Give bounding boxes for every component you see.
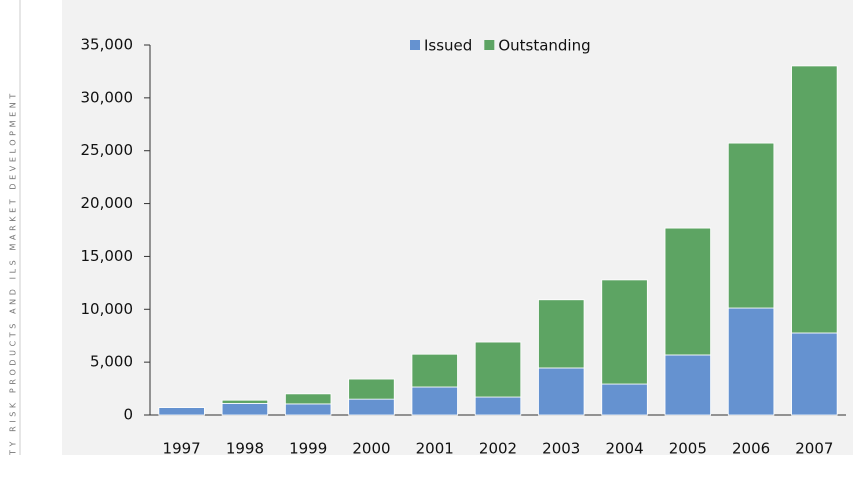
bar-segment — [221, 402, 269, 416]
bar-segment — [474, 396, 522, 416]
bar-segment — [221, 399, 269, 404]
bar-segment — [411, 386, 458, 416]
bar-segment — [348, 378, 395, 400]
bar-segment — [411, 353, 458, 388]
bar-segment — [538, 367, 585, 416]
x-tick-label: 2003 — [542, 440, 580, 458]
legend-swatch — [484, 40, 495, 50]
bar-segment — [791, 65, 838, 334]
bar-segment — [348, 398, 395, 416]
x-tick-label: 2005 — [669, 440, 707, 458]
bar-segment — [664, 227, 711, 356]
bar-segment — [285, 403, 332, 416]
y-tick-label: 10,000 — [81, 300, 134, 318]
y-tick-label: 0 — [123, 406, 133, 424]
bar-segment — [474, 341, 522, 398]
x-tick-label: 2004 — [605, 440, 643, 458]
y-tick-label: 5,000 — [90, 353, 133, 371]
bar-segment — [601, 279, 648, 385]
bar-segment — [158, 407, 205, 416]
sidebar-text: TY RISK PRODUCTS AND ILS MARKET DEVELOPM… — [9, 90, 18, 456]
x-tick-label: 2007 — [795, 440, 833, 458]
x-tick-label: 1998 — [226, 440, 264, 458]
legend-label: Outstanding — [498, 37, 590, 55]
y-tick-label: 20,000 — [81, 194, 134, 212]
bar-segment — [791, 332, 838, 416]
bar-segment — [664, 354, 711, 416]
y-tick-label: 25,000 — [81, 141, 134, 159]
y-tick-label: 35,000 — [81, 36, 134, 54]
x-tick-label: 1997 — [163, 440, 201, 458]
y-tick-label: 30,000 — [81, 88, 134, 106]
bar-segment — [601, 383, 648, 416]
x-tick-label: 1999 — [289, 440, 327, 458]
bar-segment — [727, 142, 775, 309]
x-tick-label: 2006 — [732, 440, 770, 458]
bar-segment — [285, 393, 332, 405]
y-tick-label: 15,000 — [81, 247, 134, 265]
x-tick-label: 2001 — [416, 440, 454, 458]
x-tick-label: 2000 — [352, 440, 390, 458]
bar-segment — [727, 307, 775, 416]
legend-label: Issued — [424, 37, 472, 55]
legend-swatch — [410, 40, 420, 50]
x-tick-label: 2002 — [479, 440, 517, 458]
bar-segment — [538, 299, 585, 369]
